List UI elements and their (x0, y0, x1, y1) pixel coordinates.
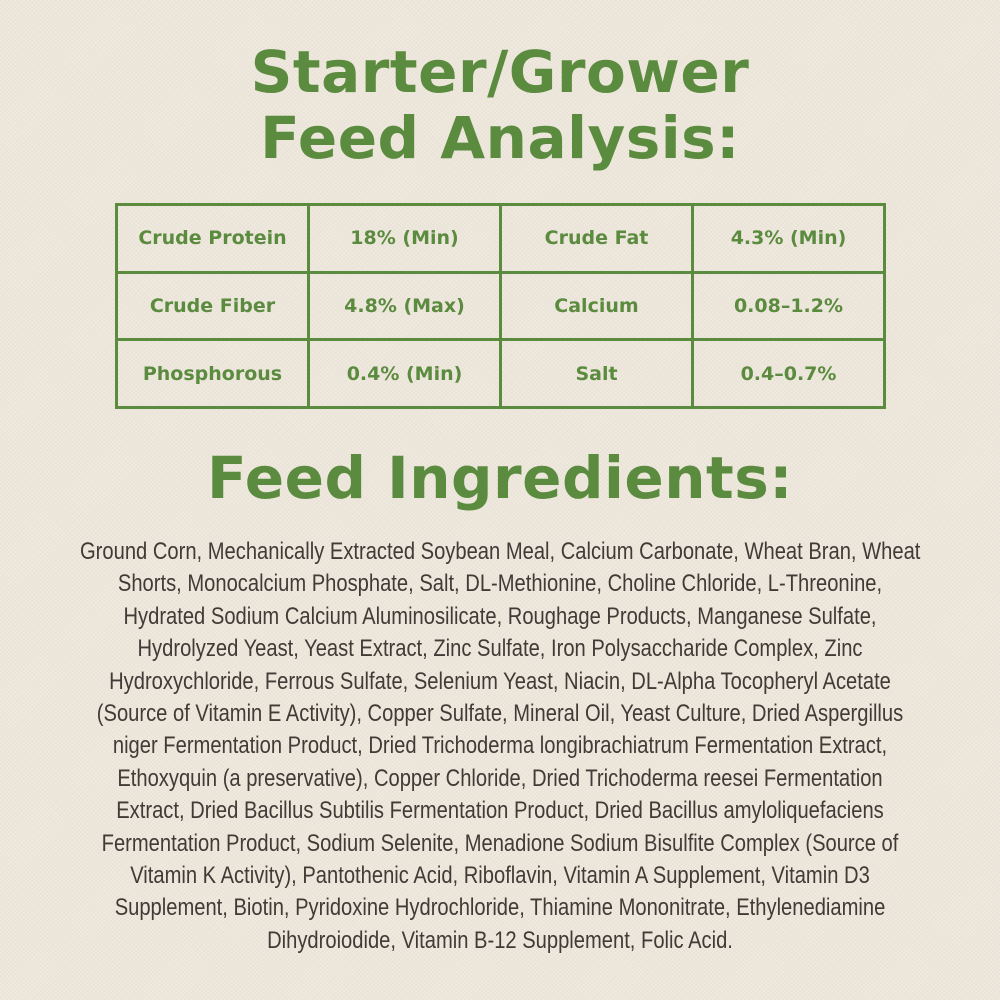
ingredients-line: Supplement, Biotin, Pyridoxine Hydrochlo… (114, 894, 886, 922)
nutrient-label: Phosphorous (115, 338, 310, 409)
analysis-row: Crude Fiber 4.8% (Max) Calcium 0.08–1.2% (115, 270, 886, 342)
nutrient-label: Salt (499, 338, 694, 409)
title-line-2: Feed Analysis: (260, 104, 740, 172)
nutrient-label: Calcium (499, 270, 694, 342)
ingredients-list: Ground Corn, Mechanically Extracted Soyb… (0, 536, 1000, 957)
ingredients-line: (Source of Vitamin E Activity), Copper S… (96, 699, 904, 727)
ingredients-line: Dihydroiodide, Vitamin B-12 Supplement, … (267, 926, 733, 954)
nutrient-label: Crude Fiber (115, 270, 310, 342)
ingredients-line: Ethoxyquin (a preservative), Copper Chlo… (117, 764, 883, 792)
analysis-row: Crude Protein 18% (Min) Crude Fat 4.3% (Min… (115, 203, 886, 274)
nutrient-value: 0.4–0.7% (691, 338, 886, 409)
analysis-row: Phosphorous 0.4% (Min) Salt 0.4–0.7% (115, 338, 886, 409)
ingredients-line: Hydrolyzed Yeast, Yeast Extract, Zinc Su… (137, 635, 863, 663)
nutrient-value: 4.3% (Min) (691, 203, 886, 274)
ingredients-line: niger Fermentation Product, Dried Tricho… (112, 732, 888, 760)
ingredients-line: Hydrated Sodium Calcium Aluminosilicate,… (123, 602, 877, 630)
nutrient-value: 4.8% (Max) (307, 270, 502, 342)
nutrient-label: Crude Protein (115, 203, 310, 274)
ingredients-line: Vitamin K Activity), Pantothenic Acid, R… (130, 861, 870, 889)
feed-analysis-table: Crude Protein 18% (Min) Crude Fat 4.3% (Min… (115, 203, 886, 409)
ingredients-line: Shorts, Monocalcium Phosphate, Salt, DL-… (117, 570, 883, 598)
ingredients-heading: Feed Ingredients: (207, 444, 793, 512)
ingredients-line: Fermentation Product, Sodium Selenite, M… (101, 829, 899, 857)
title-line-1: Starter/Grower (250, 38, 750, 106)
nutrient-value: 18% (Min) (307, 203, 502, 274)
ingredients-line: Ground Corn, Mechanically Extracted Soyb… (80, 538, 921, 565)
ingredients-line: Hydroxychloride, Ferrous Sulfate, Seleni… (109, 667, 891, 695)
ingredients-line: Extract, Dried Bacillus Subtilis Ferment… (116, 797, 884, 825)
nutrient-value: 0.4% (Min) (307, 338, 502, 409)
nutrient-label: Crude Fat (499, 203, 694, 274)
nutrient-value: 0.08–1.2% (691, 270, 886, 342)
